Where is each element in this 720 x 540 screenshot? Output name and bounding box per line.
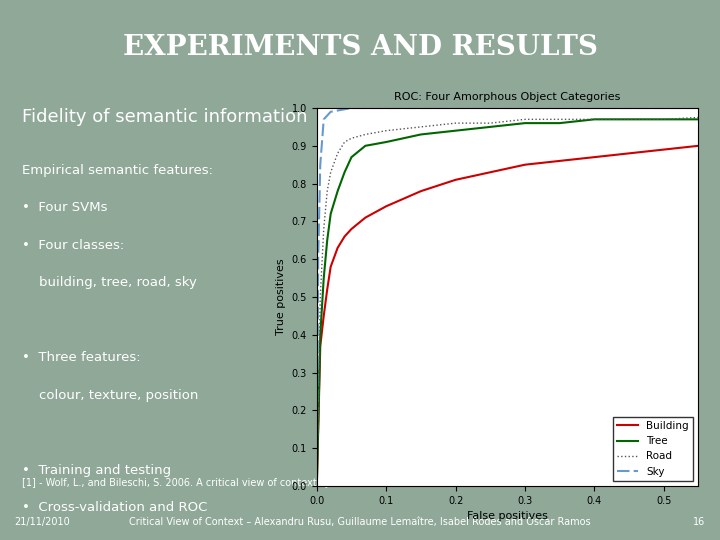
Building (361, 214, 369, 221)
Tree (382, 139, 390, 145)
Road (660, 116, 668, 123)
Road (451, 120, 460, 126)
Text: •  Cross-validation and ROC: • Cross-validation and ROC (22, 502, 207, 515)
Building (625, 150, 634, 157)
Text: •  Four SVMs: • Four SVMs (22, 201, 107, 214)
Road (382, 127, 390, 134)
Text: colour, texture, position: colour, texture, position (22, 389, 198, 402)
Sky (590, 105, 598, 111)
Building (326, 264, 335, 270)
Sky (314, 256, 323, 262)
Sky (326, 109, 335, 115)
Line: Sky: Sky (317, 108, 698, 486)
Text: •  Three features:: • Three features: (22, 352, 140, 365)
Text: 16: 16 (693, 517, 706, 528)
Line: Building: Building (317, 146, 698, 486)
Building (341, 233, 349, 240)
Text: Empirical semantic features:: Empirical semantic features: (22, 164, 212, 177)
Tree (451, 127, 460, 134)
Building (417, 188, 426, 194)
Tree (312, 483, 321, 489)
Building (521, 161, 529, 168)
Tree (486, 124, 495, 130)
Building (694, 143, 703, 149)
Sky (347, 105, 356, 111)
Text: EXPERIMENTS AND RESULTS: EXPERIMENTS AND RESULTS (122, 33, 598, 60)
Tree (590, 116, 598, 123)
Tree (361, 143, 369, 149)
Building (590, 154, 598, 160)
Sky (320, 116, 328, 123)
Building (660, 146, 668, 153)
X-axis label: False positives: False positives (467, 511, 548, 521)
Tree (555, 120, 564, 126)
Sky (451, 105, 460, 111)
Road (333, 150, 342, 157)
Building (347, 226, 356, 232)
Building (312, 483, 321, 489)
Road (361, 131, 369, 138)
Road (555, 116, 564, 123)
Sky (694, 105, 703, 111)
Tree (316, 332, 325, 338)
Road (625, 116, 634, 123)
Road (486, 120, 495, 126)
Text: •  Four classes:: • Four classes: (22, 239, 124, 252)
Tree (625, 116, 634, 123)
Tree (521, 120, 529, 126)
Y-axis label: True positives: True positives (276, 259, 286, 335)
Building (555, 158, 564, 164)
Road (323, 188, 331, 194)
Text: •  Training and testing: • Training and testing (22, 464, 171, 477)
Road (694, 114, 703, 121)
Tree (323, 237, 331, 244)
Tree (347, 154, 356, 160)
Road (316, 294, 325, 300)
Tree (694, 116, 703, 123)
Building (382, 203, 390, 210)
Building (486, 169, 495, 176)
Line: Tree: Tree (317, 119, 698, 486)
Road (320, 226, 328, 232)
Sky (312, 483, 321, 489)
Tree (333, 188, 342, 194)
Road (417, 124, 426, 130)
Road (341, 139, 349, 145)
Tree (320, 275, 328, 281)
Title: ROC: Four Amorphous Object Categories: ROC: Four Amorphous Object Categories (395, 92, 621, 102)
Sky (382, 105, 390, 111)
Text: 21/11/2010: 21/11/2010 (14, 517, 70, 528)
Building (333, 245, 342, 251)
Legend: Building, Tree, Road, Sky: Building, Tree, Road, Sky (613, 417, 693, 481)
Building (451, 177, 460, 183)
Road (347, 135, 356, 141)
Sky (316, 161, 325, 168)
Text: [1] - Wolf, L., and Bileschi, S. 2006. A critical view of context, IJCV.: [1] - Wolf, L., and Bileschi, S. 2006. A… (22, 478, 343, 488)
Text: building, tree, road, sky: building, tree, road, sky (22, 276, 197, 289)
Line: Road: Road (317, 118, 698, 486)
Building (316, 343, 325, 349)
Road (312, 483, 321, 489)
Tree (326, 211, 335, 217)
Road (521, 116, 529, 123)
Text: Critical View of Context – Alexandru Rusu, Guillaume Lemaître, Isabel Rodes and : Critical View of Context – Alexandru Rus… (129, 517, 591, 528)
Road (326, 169, 335, 176)
Sky (521, 105, 529, 111)
Road (590, 116, 598, 123)
Tree (341, 169, 349, 176)
Tree (660, 116, 668, 123)
Tree (417, 131, 426, 138)
Sky (660, 105, 668, 111)
Building (320, 313, 328, 319)
Building (323, 286, 331, 293)
Text: Fidelity of semantic information: Fidelity of semantic information (22, 108, 307, 126)
